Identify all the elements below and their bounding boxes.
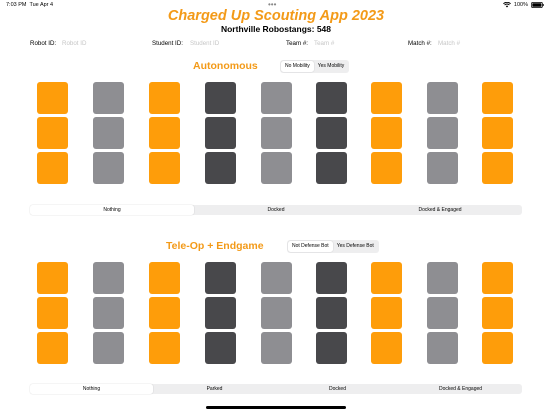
battery-icon bbox=[531, 2, 544, 8]
endgame-parked-option[interactable]: Parked bbox=[206, 386, 223, 392]
auto-node-r1-c9[interactable] bbox=[482, 82, 513, 114]
status-right: 100% bbox=[502, 2, 544, 8]
teleop-node-r2-c7[interactable] bbox=[371, 297, 402, 329]
teleop-node-r3-c5[interactable] bbox=[261, 332, 292, 364]
multitasking-dots-icon[interactable]: ••• bbox=[268, 0, 277, 9]
teleop-node-r2-c3[interactable] bbox=[149, 297, 180, 329]
student-id-label: Student ID: bbox=[152, 40, 183, 47]
auto-node-r2-c4[interactable] bbox=[205, 117, 236, 149]
teleop-node-r3-c3[interactable] bbox=[149, 332, 180, 364]
teleop-node-r3-c8[interactable] bbox=[427, 332, 458, 364]
auto-node-r3-c4[interactable] bbox=[205, 152, 236, 184]
teleop-node-r1-c7[interactable] bbox=[371, 262, 402, 294]
auto-node-r1-c8[interactable] bbox=[427, 82, 458, 114]
endgame-control[interactable]: Nothing Parked Docked Docked & Engaged bbox=[30, 384, 522, 394]
teleop-title: Tele-Op + Endgame bbox=[166, 240, 264, 252]
teleop-node-r3-c1[interactable] bbox=[37, 332, 68, 364]
auto-docked-option[interactable]: Docked bbox=[267, 207, 285, 213]
autonomous-title: Autonomous bbox=[193, 60, 258, 72]
auto-node-r2-c3[interactable] bbox=[149, 117, 180, 149]
auto-node-r1-c6[interactable] bbox=[316, 82, 347, 114]
teleop-node-r3-c9[interactable] bbox=[482, 332, 513, 364]
wifi-icon bbox=[502, 2, 511, 8]
app-title: Charged Up Scouting App 2023 bbox=[167, 8, 385, 24]
auto-node-r2-c2[interactable] bbox=[93, 117, 124, 149]
battery-percent: 100% bbox=[513, 2, 528, 8]
teleop-node-r2-c2[interactable] bbox=[93, 297, 124, 329]
auto-node-r1-c4[interactable] bbox=[205, 82, 236, 114]
teleop-node-r3-c2[interactable] bbox=[93, 332, 124, 364]
teleop-node-r3-c6[interactable] bbox=[316, 332, 347, 364]
auto-node-r3-c8[interactable] bbox=[427, 152, 458, 184]
teleop-node-r2-c9[interactable] bbox=[482, 297, 513, 329]
auto-node-r3-c7[interactable] bbox=[371, 152, 402, 184]
auto-node-r1-c2[interactable] bbox=[93, 82, 124, 114]
teleop-node-r2-c5[interactable] bbox=[261, 297, 292, 329]
endgame-docked-option[interactable]: Docked bbox=[329, 386, 346, 392]
auto-node-r3-c3[interactable] bbox=[149, 152, 180, 184]
teleop-node-r1-c3[interactable] bbox=[149, 262, 180, 294]
auto-node-r3-c9[interactable] bbox=[482, 152, 513, 184]
status-date-text: Tue Apr 4 bbox=[29, 2, 54, 8]
team-subtitle: Northville Robostangs: 548 bbox=[220, 24, 332, 34]
home-indicator[interactable] bbox=[206, 406, 346, 409]
no-mobility-option[interactable]: No Mobility bbox=[281, 61, 314, 72]
teleop-node-r2-c4[interactable] bbox=[205, 297, 236, 329]
teleop-node-r1-c6[interactable] bbox=[316, 262, 347, 294]
yes-mobility-option[interactable]: Yes Mobility bbox=[317, 63, 345, 69]
status-time-text: 7:03 PM bbox=[6, 2, 27, 8]
auto-nothing-option[interactable]: Nothing bbox=[30, 205, 194, 215]
auto-node-r3-c2[interactable] bbox=[93, 152, 124, 184]
teleop-node-r3-c4[interactable] bbox=[205, 332, 236, 364]
yes-defense-option[interactable]: Yes Defense Bot bbox=[336, 243, 374, 249]
auto-node-r2-c9[interactable] bbox=[482, 117, 513, 149]
teleop-node-r2-c1[interactable] bbox=[37, 297, 68, 329]
auto-node-r1-c5[interactable] bbox=[261, 82, 292, 114]
teleop-node-r1-c1[interactable] bbox=[37, 262, 68, 294]
teleop-node-r1-c8[interactable] bbox=[427, 262, 458, 294]
match-number-input[interactable]: Match # bbox=[438, 40, 461, 47]
auto-node-r1-c1[interactable] bbox=[37, 82, 68, 114]
teleop-node-r1-c9[interactable] bbox=[482, 262, 513, 294]
robot-id-input[interactable]: Robot ID bbox=[62, 40, 87, 47]
not-defense-option[interactable]: Not Defense Bot bbox=[288, 241, 333, 252]
auto-node-r1-c3[interactable] bbox=[149, 82, 180, 114]
teleop-node-r1-c4[interactable] bbox=[205, 262, 236, 294]
team-number-label: Team #: bbox=[286, 40, 309, 47]
robot-id-label: Robot ID: bbox=[30, 40, 57, 47]
teleop-node-r1-c5[interactable] bbox=[261, 262, 292, 294]
auto-node-r3-c5[interactable] bbox=[261, 152, 292, 184]
mobility-toggle[interactable]: No Mobility Yes Mobility bbox=[280, 60, 350, 73]
auto-docked-engaged-option[interactable]: Docked & Engaged bbox=[418, 207, 462, 213]
auto-node-r2-c5[interactable] bbox=[261, 117, 292, 149]
teleop-node-r2-c8[interactable] bbox=[427, 297, 458, 329]
auto-node-r1-c7[interactable] bbox=[371, 82, 402, 114]
auto-node-r2-c1[interactable] bbox=[37, 117, 68, 149]
teleop-node-r1-c2[interactable] bbox=[93, 262, 124, 294]
student-id-input[interactable]: Student ID bbox=[190, 40, 220, 47]
team-number-input[interactable]: Team # bbox=[314, 40, 335, 47]
endgame-docked-engaged-option[interactable]: Docked & Engaged bbox=[438, 386, 483, 392]
status-time: 7:03 PM Tue Apr 4 bbox=[6, 2, 53, 8]
auto-node-r2-c6[interactable] bbox=[316, 117, 347, 149]
auto-node-r3-c1[interactable] bbox=[37, 152, 68, 184]
auto-node-r3-c6[interactable] bbox=[316, 152, 347, 184]
auto-node-r2-c7[interactable] bbox=[371, 117, 402, 149]
endgame-nothing-option[interactable]: Nothing bbox=[30, 384, 153, 394]
teleop-node-r3-c7[interactable] bbox=[371, 332, 402, 364]
teleop-node-r2-c6[interactable] bbox=[316, 297, 347, 329]
auto-charge-station-control[interactable]: Nothing Docked Docked & Engaged bbox=[30, 205, 522, 215]
defense-toggle[interactable]: Not Defense Bot Yes Defense Bot bbox=[287, 240, 379, 253]
match-number-label: Match #: bbox=[408, 40, 432, 47]
auto-node-r2-c8[interactable] bbox=[427, 117, 458, 149]
